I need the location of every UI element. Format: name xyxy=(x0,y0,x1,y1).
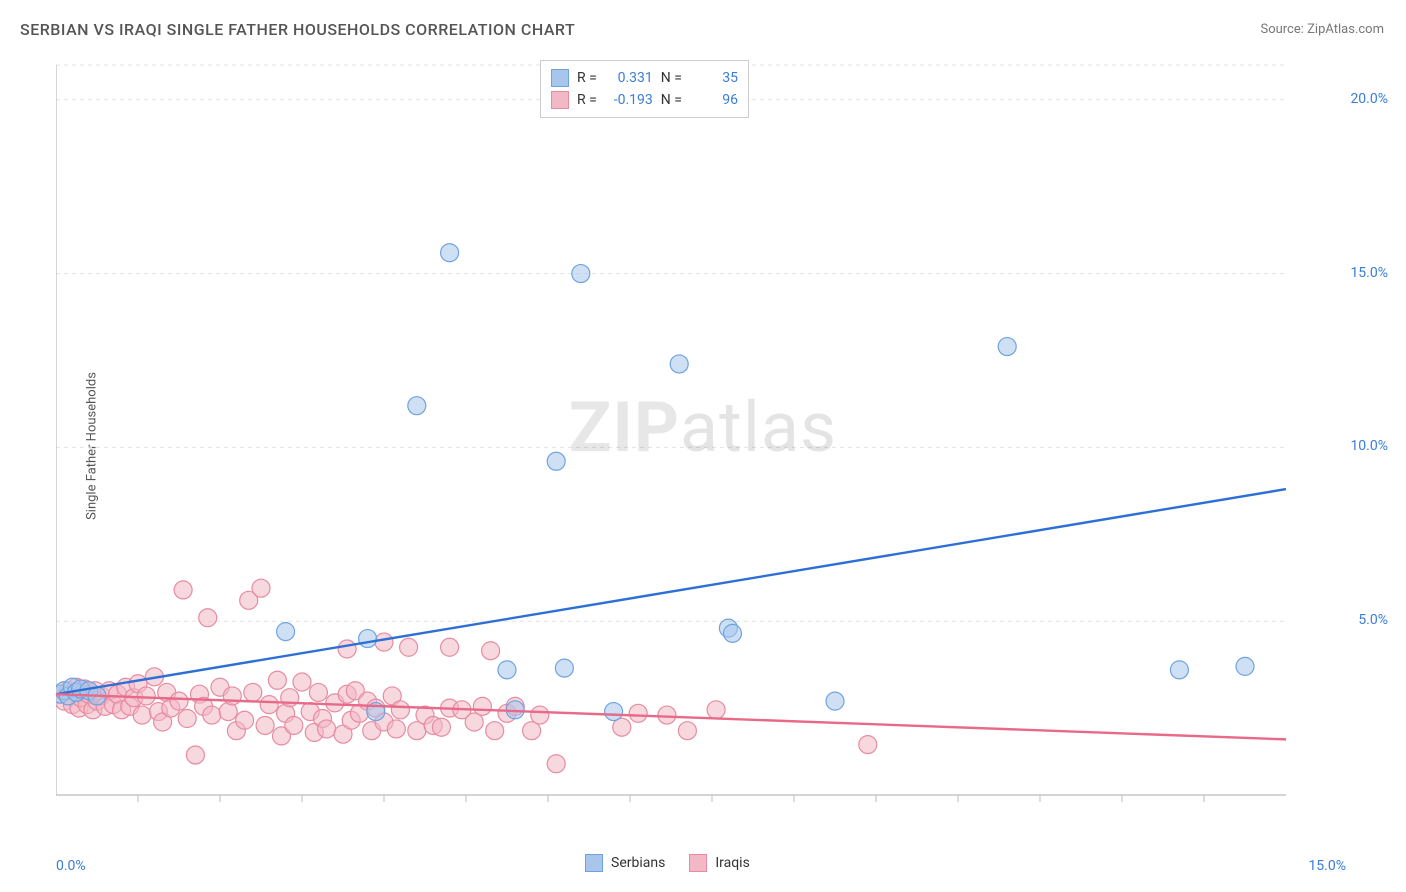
chart-title: SERBIAN VS IRAQI SINGLE FATHER HOUSEHOLD… xyxy=(20,20,575,39)
r-label: R = xyxy=(577,92,597,108)
n-label: N = xyxy=(661,70,682,86)
n-value-iraqis: 96 xyxy=(690,92,738,108)
scatter-svg xyxy=(56,55,1346,825)
r-value-iraqis: -0.193 xyxy=(605,92,653,108)
stats-row-serbians: R = 0.331 N = 35 xyxy=(551,67,738,89)
swatch-serbians xyxy=(585,854,603,872)
y-tick-label: 10.0% xyxy=(1350,438,1388,454)
series-legend: Serbians Iraqis xyxy=(585,854,750,872)
series-label-iraqis: Iraqis xyxy=(715,855,749,871)
y-tick-label: 15.0% xyxy=(1350,265,1388,281)
stats-legend: R = 0.331 N = 35 R = -0.193 N = 96 xyxy=(540,60,749,118)
r-value-serbians: 0.331 xyxy=(605,70,653,86)
y-tick-label: 5.0% xyxy=(1358,612,1388,628)
legend-item-serbians: Serbians xyxy=(585,854,665,872)
y-tick-label: 20.0% xyxy=(1350,91,1388,107)
swatch-iraqis xyxy=(689,854,707,872)
plot-area xyxy=(56,55,1346,825)
swatch-iraqis xyxy=(551,91,569,109)
source-label: Source: ZipAtlas.com xyxy=(1260,22,1384,37)
r-label: R = xyxy=(577,70,597,86)
swatch-serbians xyxy=(551,69,569,87)
x-tick-min: 0.0% xyxy=(56,858,86,874)
legend-item-iraqis: Iraqis xyxy=(689,854,749,872)
n-value-serbians: 35 xyxy=(690,70,738,86)
series-label-serbians: Serbians xyxy=(611,855,665,871)
x-tick-max: 15.0% xyxy=(1308,858,1346,874)
stats-row-iraqis: R = -0.193 N = 96 xyxy=(551,89,738,111)
n-label: N = xyxy=(661,92,682,108)
